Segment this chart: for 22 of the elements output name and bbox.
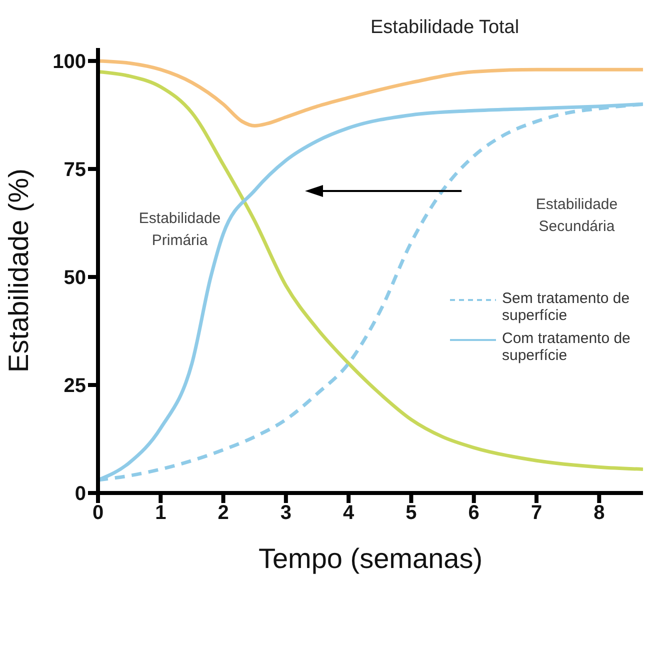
y-tick-label: 100: [52, 51, 86, 74]
x-tick-label: 4: [343, 502, 356, 524]
x-tick-label: 3: [280, 502, 292, 524]
x-tick-label: 5: [406, 502, 417, 524]
legend-label: Com tratamento de superfície: [502, 330, 632, 364]
x-tick-label: 2: [218, 502, 229, 524]
x-tick-label: 0: [92, 502, 104, 524]
annotation: Estabilidade Primária: [138, 209, 222, 251]
y-tick-label: 75: [64, 159, 86, 182]
y-tick-label: 50: [64, 267, 86, 290]
legend-label: Sem tratamento de superfície: [502, 290, 631, 324]
x-tick-label: 1: [155, 502, 166, 524]
y-tick-label: 0: [74, 483, 86, 506]
text: Estabilidade Total: [370, 16, 520, 40]
x-tick-label: 8: [594, 502, 605, 524]
y-axis-title: Estabilidade (%): [2, 168, 34, 372]
x-tick-label: 7: [530, 502, 542, 524]
x-tick-label: 6: [468, 502, 480, 524]
y-tick-label: 25: [64, 375, 86, 398]
annotation: Estabilidade Secundária: [534, 195, 619, 237]
line-series: [98, 59, 643, 128]
x-axis-title: Tempo (semanas): [258, 543, 483, 574]
